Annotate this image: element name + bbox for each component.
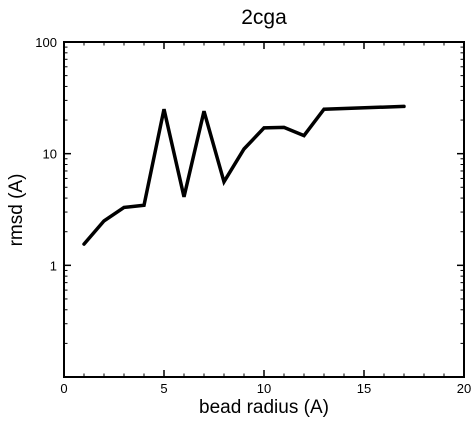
axis-ticks: 0 5 10 15 20 1 10 100 (35, 35, 471, 396)
y-tick-label: 100 (35, 35, 57, 50)
x-tick-label: 0 (60, 381, 67, 396)
chart-title: 2cga (241, 6, 287, 29)
x-tick-label: 5 (160, 381, 167, 396)
y-tick-label: 10 (43, 147, 57, 162)
x-tick-label: 10 (257, 381, 271, 396)
y-tick-label: 1 (50, 258, 57, 273)
y-axis-label: rmsd (A) (6, 174, 27, 247)
x-tick-label: 20 (457, 381, 471, 396)
x-axis-label: bead radius (A) (199, 397, 329, 418)
series-layer (82, 104, 406, 246)
x-tick-label: 15 (357, 381, 371, 396)
series-line (82, 104, 406, 246)
